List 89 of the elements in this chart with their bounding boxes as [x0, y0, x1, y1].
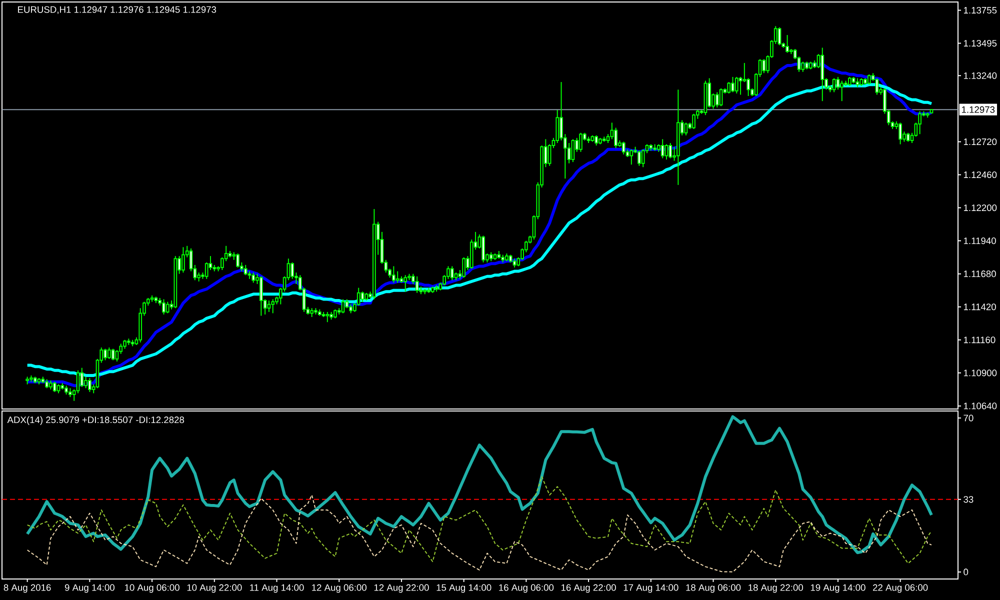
candlestick — [104, 348, 107, 361]
candlestick — [260, 276, 263, 316]
x-tick-label: 16 Aug 06:00 — [499, 584, 554, 593]
candlestick — [918, 110, 922, 135]
candlestick — [396, 270, 400, 284]
x-tick-label: 8 Aug 2016 — [4, 584, 51, 593]
y-tick-label: 1.12720 — [964, 138, 997, 146]
candlestick — [88, 378, 92, 392]
x-tick-label: 22 Aug 06:00 — [873, 584, 928, 593]
candlestick — [638, 150, 641, 166]
candlestick — [875, 78, 879, 96]
candlestick — [404, 274, 408, 292]
candlestick — [762, 58, 766, 74]
candlestick — [415, 276, 419, 294]
candlestick — [668, 142, 672, 159]
x-tick-label: 12 Aug 06:00 — [312, 584, 367, 593]
x-tick-label: 10 Aug 22:00 — [187, 584, 242, 593]
x-tick-label: 11 Aug 14:00 — [250, 584, 304, 593]
candlestick — [867, 74, 871, 86]
x-tick-label: 12 Aug 22:00 — [374, 584, 429, 593]
y-tick-label: 1.11680 — [964, 270, 996, 278]
candlestick — [840, 80, 844, 102]
y-tick-label: 1.13240 — [964, 72, 997, 79]
x-tick-label: 19 Aug 14:00 — [810, 584, 866, 593]
y-tick-label: 1.11420 — [964, 304, 996, 310]
candlestick — [166, 301, 170, 314]
candlestick — [76, 370, 80, 394]
ref-line-label: 1.12973 — [962, 106, 995, 113]
candlestick — [664, 144, 668, 160]
x-tick-label: 18 Aug 22:00 — [748, 584, 804, 593]
candlestick — [734, 76, 738, 94]
candlestick — [462, 256, 466, 278]
candlestick — [738, 76, 742, 96]
candlestick — [778, 26, 782, 46]
y-tick-label: 1.13495 — [964, 40, 997, 47]
candlestick — [80, 367, 84, 388]
candlestick — [162, 298, 166, 315]
candlestick — [836, 76, 840, 90]
y-tick-label: 1.11940 — [964, 238, 996, 244]
y-tick-label: 1.13755 — [964, 6, 997, 14]
candlestick — [660, 138, 664, 159]
x-tick-label: 15 Aug 14:00 — [436, 584, 492, 593]
y-tick-label: 33 — [964, 496, 974, 503]
candlestick — [579, 132, 582, 152]
y-tick-label: 1.10900 — [964, 370, 997, 376]
candlestick — [719, 88, 723, 107]
candlestick — [594, 134, 598, 146]
candlestick — [108, 347, 111, 360]
candlestick — [786, 34, 789, 54]
x-tick-label: 17 Aug 14:00 — [624, 584, 678, 593]
candlestick — [111, 348, 115, 361]
candlestick — [236, 253, 240, 268]
candlestick — [832, 78, 836, 93]
candlestick — [84, 376, 88, 389]
candlestick — [684, 122, 688, 136]
candlestick — [182, 246, 185, 274]
y-tick-label: 1.11160 — [964, 336, 996, 344]
candlestick — [450, 266, 454, 281]
x-tick-label: 18 Aug 06:00 — [686, 584, 741, 593]
candlestick — [548, 144, 552, 166]
candlestick — [715, 92, 719, 108]
candlestick — [482, 235, 485, 263]
candlestick — [630, 148, 634, 166]
candlestick — [692, 113, 696, 130]
candlestick — [244, 264, 248, 276]
candlestick — [571, 138, 575, 163]
candlestick — [52, 381, 56, 392]
candlestick — [801, 61, 805, 72]
chart-title: EURUSD,H1 1.12947 1.12976 1.12945 1.12973 — [18, 6, 216, 14]
x-tick-label: 16 Aug 22:00 — [561, 584, 616, 593]
candlestick — [267, 300, 271, 312]
y-tick-label: 0 — [964, 568, 968, 576]
y-tick-label: 1.12460 — [964, 171, 997, 178]
candlestick — [115, 350, 119, 362]
candlestick — [341, 298, 345, 314]
x-tick-label: 10 Aug 06:00 — [124, 584, 180, 593]
candlestick — [326, 311, 330, 323]
candlestick — [392, 266, 396, 284]
candlestick — [898, 122, 902, 145]
x-tick-label: 9 Aug 14:00 — [64, 584, 114, 593]
candlestick — [622, 141, 626, 155]
candlestick — [271, 298, 275, 314]
y-tick-label: 1.12200 — [964, 204, 997, 212]
y-tick-label: 1.10640 — [964, 402, 997, 410]
text: ADX(14) 25.9079 +DI:18.5507 -DI:12.2828 — [7, 416, 184, 425]
candlestick — [252, 272, 256, 284]
candlestick — [641, 148, 645, 168]
candlestick — [731, 76, 734, 93]
y-tick-label: 70 — [964, 414, 974, 422]
